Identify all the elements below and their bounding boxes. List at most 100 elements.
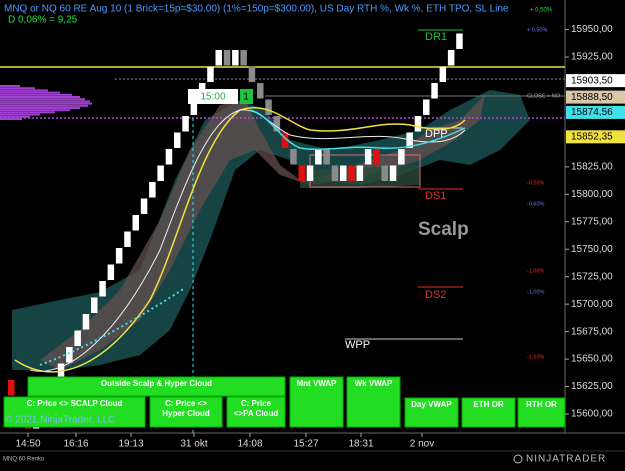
logo: NINJATRADER: [526, 454, 606, 465]
price-label: 15775,00: [571, 216, 613, 227]
renko-brick: [99, 281, 106, 297]
time-label: 14:50: [15, 439, 40, 450]
renko-brick: [323, 149, 330, 165]
renko-brick: [431, 83, 438, 99]
renko-brick: [331, 165, 339, 181]
volume-profile: [0, 85, 92, 120]
renko-brick: [447, 50, 455, 66]
profile-bar: [0, 91, 60, 94]
renko-brick: [389, 165, 397, 181]
chart-title: MNQ or NQ 60 RE Aug 10 (1 Brick=15p=$30.…: [4, 4, 509, 15]
renko-brick: [174, 132, 181, 148]
price-label: 15800,00: [571, 189, 613, 200]
percent-label: + 0,50%: [527, 27, 547, 33]
count-tag-bg: [240, 89, 253, 104]
toolbar-button[interactable]: [517, 397, 566, 428]
button-label: Wk VWAP: [355, 379, 393, 388]
button-label: Outside Scalp & Hyper Cloud: [101, 379, 212, 388]
profile-bar: [0, 109, 70, 112]
renko-brick: [74, 330, 81, 346]
renko-brick: [298, 165, 305, 181]
price-label: 15700,00: [571, 299, 613, 310]
renko-brick: [207, 66, 214, 82]
level-label: DPP: [425, 128, 448, 140]
toolbar-button[interactable]: [289, 376, 344, 428]
renko-brick: [265, 99, 272, 115]
renko-brick: [306, 165, 314, 181]
logo-icon: [513, 454, 523, 464]
toolbar-button[interactable]: [27, 376, 286, 397]
toolbar-button[interactable]: [461, 397, 516, 428]
renko-brick: [364, 149, 372, 165]
ma-white: [29, 109, 466, 372]
renko-brick: [348, 165, 355, 181]
renko-brick: [157, 165, 164, 181]
percent-label: CLOSE + NO: [527, 93, 561, 99]
button-label: Day VWAP: [411, 400, 452, 409]
renko-brick: [423, 99, 430, 115]
renko-brick: [190, 99, 198, 115]
level-label: DS2: [425, 289, 446, 301]
renko-brick: [124, 231, 131, 247]
price-label: 15625,00: [571, 381, 613, 392]
copyright: © 2021 NinjaTrader, LLC: [5, 415, 115, 426]
toolbar-button[interactable]: [149, 396, 223, 428]
price-label: 15675,00: [571, 326, 613, 337]
profile-bar: [0, 113, 40, 116]
renko-brick: [215, 50, 222, 66]
renko-brick: [340, 165, 347, 181]
price-tag-bg: [566, 90, 625, 104]
time-tag: 15:00: [200, 92, 225, 103]
renko-brick: [273, 116, 281, 132]
renko-brick: [91, 297, 98, 313]
renko-brick: [149, 182, 156, 198]
button-label: C: Price <> Hyper Cloud: [162, 399, 210, 418]
price-label: 15600,00: [571, 409, 613, 420]
price-label: 15650,00: [571, 354, 613, 365]
time-label: 16:16: [63, 439, 88, 450]
price-tag: 15888,50: [571, 92, 613, 103]
toolbar-button[interactable]: [3, 396, 146, 428]
button-label: ETH OR: [473, 400, 503, 409]
profile-bar: [0, 111, 55, 114]
toolbar-button[interactable]: [346, 376, 401, 428]
level-label: DR1: [425, 31, 447, 43]
renko-brick: [373, 149, 380, 165]
renko-brick: [132, 215, 139, 231]
renko-brick: [439, 66, 447, 82]
renko-brick: [223, 50, 231, 66]
profile-bar: [0, 115, 30, 118]
profile-bar: [0, 100, 90, 103]
time-tag-bg: [188, 89, 238, 104]
renko-brick: [248, 66, 256, 82]
percent-label: -1,00%: [527, 289, 545, 295]
price-tag-bg: [566, 105, 625, 119]
renko-brick: [66, 347, 73, 363]
time-label: 15:27: [293, 439, 318, 450]
percent-label: -1,50%: [527, 354, 545, 360]
toolbar-button[interactable]: [404, 397, 459, 428]
time-label: 31 okt: [180, 439, 207, 450]
profile-bar: [0, 104, 88, 107]
renko-brick: [8, 380, 15, 396]
price-tag-bg: [566, 74, 625, 88]
profile-bar: [0, 89, 48, 92]
toolbar-button[interactable]: [226, 396, 286, 428]
percent-label: -1,00%: [527, 268, 545, 274]
price-label: 15950,00: [571, 24, 613, 35]
time-label: 19:13: [118, 439, 143, 450]
percent-label: -0,60%: [527, 201, 545, 207]
renko-brick: [381, 165, 388, 181]
profile-bar: [0, 85, 20, 87]
button-label: C: Price <> SCALP Cloud: [27, 399, 123, 408]
profile-bar: [0, 107, 80, 109]
daily-delta: D 0,06% = 9,25: [8, 15, 78, 26]
renko-brick: [232, 50, 239, 66]
price-label: 15725,00: [571, 271, 613, 282]
time-label: 14:08: [237, 439, 262, 450]
renko-brick: [240, 50, 247, 66]
profile-bar: [0, 96, 80, 98]
profile-bar: [0, 93, 72, 96]
